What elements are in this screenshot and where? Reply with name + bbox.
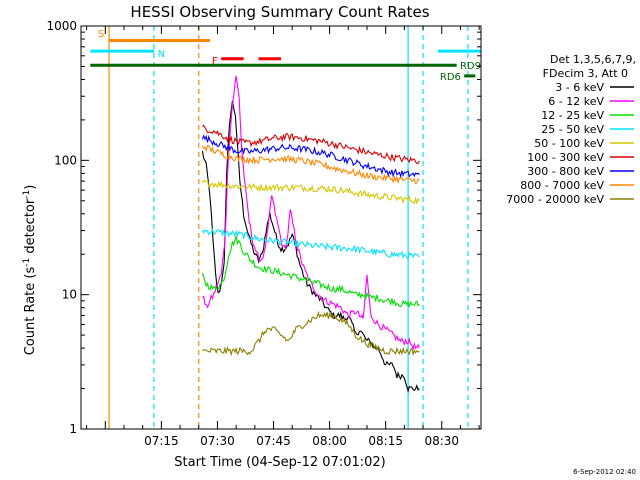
y-axis-label: Count Rate (s-1 detector-1): [22, 185, 38, 356]
x-tick-label: 08:00: [312, 434, 347, 448]
interval-label-S: S: [98, 29, 104, 40]
legend-label: 800 - 7000 keV: [520, 179, 604, 192]
x-tick-label: 07:30: [200, 434, 235, 448]
y-label-sup: -1: [22, 190, 32, 199]
series-line-300-800keV: [201, 134, 420, 179]
plot-frame: [80, 25, 482, 430]
legend-label: 7000 - 20000 keV: [506, 193, 604, 206]
legend-header-2: FDecim 3, Att 0: [543, 67, 628, 80]
legend-header-1: Det 1,3,5,6,7,9,: [550, 53, 636, 66]
y-tick-label: 10: [62, 288, 77, 302]
x-tick-label: 08:15: [368, 434, 403, 448]
y-label-sup: -1: [22, 258, 32, 267]
chart-title: HESSI Observing Summary Count Rates: [130, 3, 429, 21]
legend-label: 6 - 12 keV: [548, 95, 604, 108]
legend-label: 3 - 6 keV: [555, 81, 604, 94]
series-line-800-7000keV: [202, 144, 420, 185]
y-label-part: ): [23, 185, 38, 190]
legend-label: 50 - 100 keV: [534, 137, 604, 150]
y-tick-label: 1: [69, 422, 77, 436]
interval-label-RD6: RD6: [440, 72, 461, 83]
legend-label: 100 - 300 keV: [527, 151, 604, 164]
legend-label: 300 - 800 keV: [527, 165, 604, 178]
legend-label: 12 - 25 keV: [541, 109, 604, 122]
y-label-part: detector: [23, 198, 38, 258]
x-tick-label: 07:15: [144, 434, 179, 448]
footer-timestamp: 6-Sep-2012 02:40: [573, 468, 636, 476]
interval-label-F: F: [212, 56, 218, 67]
series-line-25-50keV: [201, 227, 420, 261]
x-tick-label: 07:45: [256, 434, 291, 448]
y-tick-label: 100: [54, 153, 77, 167]
svg-text:Count Rate (s-1 detector-1): Count Rate (s-1 detector-1): [22, 185, 38, 356]
series-line-3-6keV: [201, 100, 420, 394]
series-line-7000-20000keV: [202, 310, 420, 357]
legend-label: 25 - 50 keV: [541, 123, 604, 136]
series-line-50-100keV: [202, 179, 420, 205]
x-axis-label: Start Time (04-Sep-12 07:01:02): [174, 455, 385, 470]
interval-label-N: N: [158, 49, 165, 60]
y-label-part: Count Rate (s: [23, 267, 38, 356]
x-tick-label: 08:30: [424, 434, 459, 448]
series-line-12-25keV: [201, 235, 420, 308]
y-tick-label: 1000: [46, 19, 77, 33]
interval-label-RD9: RD9: [460, 61, 481, 72]
series-line-100-300keV: [202, 124, 420, 165]
